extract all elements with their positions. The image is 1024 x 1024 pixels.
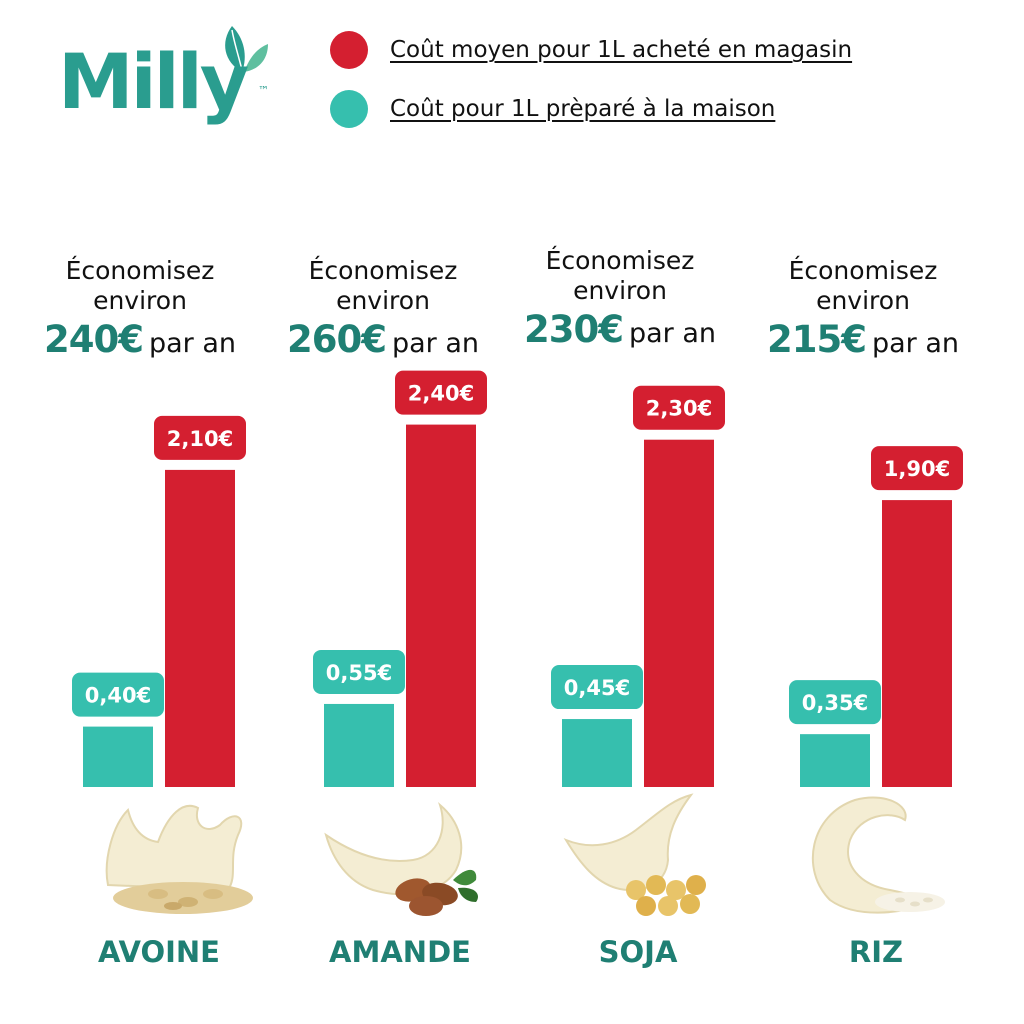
savings-avoine: Économisez environ 240€ par an [20,256,260,362]
savings-suffix: par an [391,328,479,359]
savings-line2: environ [93,286,187,315]
savings-amande: Économisez environ 260€ par an [263,256,503,362]
savings-line1: Économisez [788,256,938,285]
savings-amount: 260€ [286,318,387,361]
savings-amount: 240€ [43,318,144,361]
savings-amount-line: 230€ par an [500,308,740,352]
bar-home [562,719,632,787]
savings-suffix: par an [871,328,959,359]
value-label: 0,55€ [326,661,392,685]
savings-amount: 230€ [523,308,624,351]
value-label: 0,40€ [85,684,151,708]
rice-milk-wave-icon [811,796,945,914]
home-color-dot [330,90,368,128]
brand-logo: Milly ™ [58,26,288,146]
category-label: AVOINE [98,935,220,969]
savings-suffix: par an [628,318,716,349]
bar-store [165,469,235,787]
savings-line2: environ [816,286,910,315]
almond-milk-splash-icon [324,802,478,916]
value-label: 0,35€ [802,691,868,715]
savings-amount-line: 260€ par an [263,318,503,362]
savings-riz: Économisez environ 215€ par an [743,256,983,362]
legend-label-home: Coût pour 1L prèparé à la maison [390,96,776,122]
savings-line2: environ [573,276,667,305]
value-label: 1,90€ [884,457,950,481]
legend-item-store: Coût moyen pour 1L acheté en magasin [330,30,852,70]
value-badge [551,665,643,710]
savings-suffix: par an [148,328,236,359]
bar-store [644,439,714,787]
value-label: 2,10€ [167,427,233,451]
soy-milk-splash-icon [563,793,706,916]
savings-line2: environ [336,286,430,315]
legend-label-store: Coût moyen pour 1L acheté en magasin [390,37,853,63]
bar-home [800,734,870,787]
value-badge [789,680,881,725]
bar-store [882,500,952,787]
value-label: 2,30€ [646,397,712,421]
bar-home [324,703,394,787]
oat-milk-splash-icon [105,804,253,914]
savings-amount-line: 240€ par an [20,318,260,362]
value-badge [154,415,246,460]
store-color-dot [330,31,368,69]
savings-amount-line: 215€ par an [743,318,983,362]
category-label: RIZ [849,935,903,969]
category-label: SOJA [599,935,678,969]
value-badge [633,385,725,430]
savings-amount: 215€ [766,318,867,361]
value-label: 0,45€ [564,676,630,700]
value-label: 2,40€ [408,382,474,406]
bar-home [83,726,153,787]
brand-name: Milly [58,37,249,126]
savings-line1: Économisez [545,246,695,275]
savings-line1: Économisez [308,256,458,285]
trademark-symbol: ™ [258,84,269,97]
category-label: AMANDE [329,935,471,969]
savings-line1: Économisez [65,256,215,285]
savings-soja: Économisez environ 230€ par an [500,246,740,352]
value-badge [72,672,164,717]
leaf-icon [225,26,268,72]
value-badge [395,370,487,415]
legend-item-home: Coût pour 1L prèparé à la maison [330,89,852,129]
value-badge [313,649,405,694]
bar-store [406,424,476,787]
legend: Coût moyen pour 1L acheté en magasin Coû… [330,30,852,148]
value-badge [871,446,963,491]
